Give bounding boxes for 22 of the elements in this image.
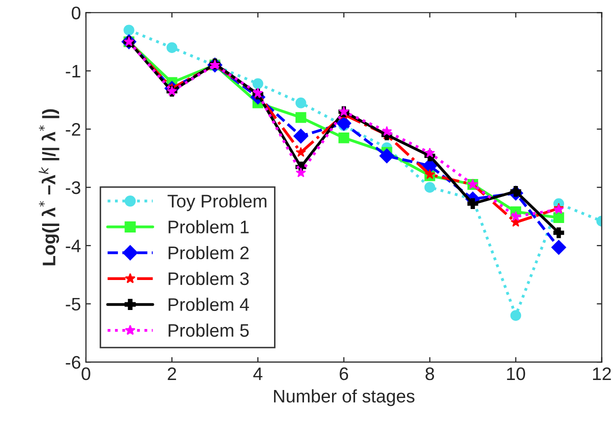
- x-tick-label: 4: [253, 368, 262, 380]
- legend-label: Problem 4: [168, 298, 249, 311]
- legend-label: Problem 3: [168, 272, 249, 286]
- legend-label: Toy Problem: [168, 194, 266, 212]
- x-tick-label: 8: [426, 367, 434, 380]
- legend-label: Problem 1: [168, 220, 249, 234]
- y-tick-label: -3: [66, 181, 80, 194]
- y-tick-label: -4: [66, 240, 81, 252]
- y-tick-label: 0: [72, 6, 80, 20]
- y-tick-label: -2: [66, 123, 80, 136]
- x-tick-label: 0: [82, 367, 90, 380]
- x-tick-label: 12: [593, 367, 611, 380]
- x-axis-title: Number of stages: [274, 389, 414, 406]
- x-tick-label: 2: [168, 367, 176, 380]
- x-tick-label: 6: [340, 367, 348, 380]
- y-tick-label: -5: [66, 298, 80, 311]
- y-axis-title: Log(| λ$^{*}$ −λ$^{k}$ |/| λ$^{*}$ |): [38, 109, 60, 266]
- y-tick-label: -6: [66, 356, 80, 369]
- legend-label: Problem 2: [168, 246, 249, 260]
- x-tick-label: 10: [507, 367, 526, 380]
- legend-label: Problem 5: [168, 324, 249, 337]
- y-tick-label: -1: [66, 64, 80, 78]
